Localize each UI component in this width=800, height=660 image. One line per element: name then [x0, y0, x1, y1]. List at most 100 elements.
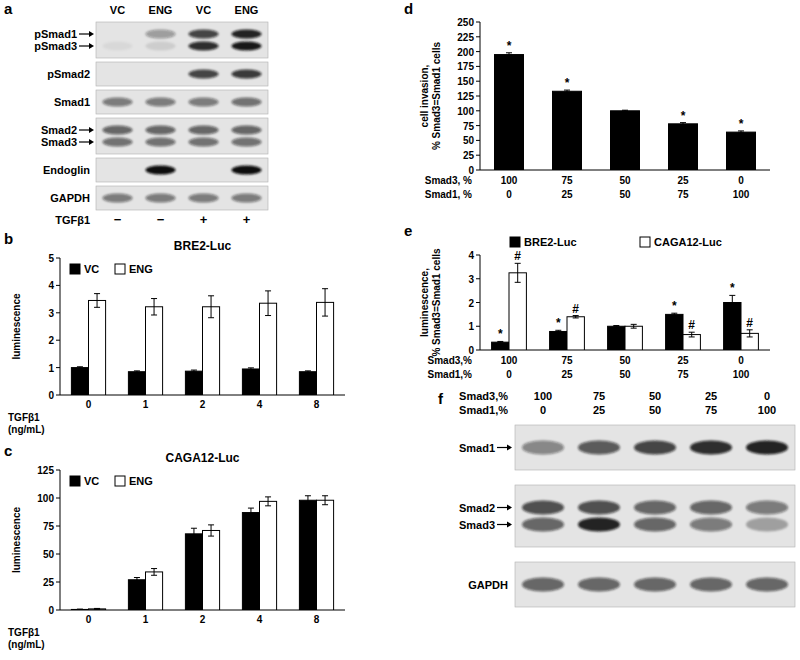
- band: [522, 578, 564, 592]
- x-tick-label: 100: [501, 355, 518, 366]
- band: [146, 42, 176, 51]
- y-tick-label: 50: [43, 549, 55, 560]
- blot-strip: [515, 425, 795, 470]
- error-cap: [497, 342, 503, 343]
- legend: VCENG: [70, 263, 153, 275]
- y-tick: [56, 582, 60, 583]
- y-tick: [476, 125, 480, 126]
- error-cap: [322, 316, 328, 317]
- bar: [128, 372, 145, 395]
- y-tick-label: 125: [37, 465, 54, 476]
- bar: [242, 369, 259, 395]
- y-axis: [480, 22, 481, 170]
- error-line: [211, 525, 212, 536]
- bar: [550, 331, 567, 350]
- legend-swatch: [640, 237, 650, 247]
- error-cap: [671, 315, 677, 316]
- band: [522, 441, 564, 455]
- y-tick: [476, 22, 480, 23]
- y-axis-label: cell invasion,: [419, 64, 430, 127]
- x-tick-label: 0: [506, 189, 512, 200]
- error-cap: [622, 111, 628, 112]
- y-tick-label: 2: [48, 335, 54, 346]
- bar: [89, 609, 106, 610]
- row-label: Smad1: [459, 442, 495, 454]
- band: [232, 194, 262, 203]
- error-cap: [322, 288, 328, 289]
- error-cap: [265, 505, 271, 506]
- error-line: [691, 332, 692, 337]
- y-axis: [60, 470, 61, 610]
- y-tick: [476, 255, 480, 256]
- bar: [299, 372, 316, 395]
- error-bar: [208, 525, 214, 536]
- bar: [683, 335, 700, 350]
- error-cap: [134, 372, 140, 373]
- chart: d0255075100125150175200225250cell invasi…: [404, 0, 770, 200]
- y-tick-label: 100: [457, 106, 474, 117]
- error-line: [633, 324, 634, 328]
- error-bar: [191, 528, 197, 539]
- band: [103, 126, 133, 135]
- band: [103, 70, 133, 79]
- error-cap: [305, 370, 311, 371]
- x-tick-label: 25: [677, 355, 689, 366]
- band: [146, 70, 176, 79]
- error-line: [97, 294, 98, 308]
- x-tick-label: 50: [619, 369, 631, 380]
- y-tick: [476, 51, 480, 52]
- error-cap: [151, 568, 157, 569]
- error-cap: [94, 608, 100, 609]
- bar: [260, 501, 277, 610]
- chart-title: BRE2-Luc: [174, 239, 232, 253]
- band: [146, 126, 176, 135]
- blot-strip: [96, 186, 268, 210]
- y-tick-label: 1: [468, 321, 474, 332]
- error-bar: [497, 341, 503, 342]
- y-tick-label: 250: [457, 17, 474, 28]
- band: [103, 194, 133, 203]
- error-cap: [265, 290, 271, 291]
- error-cap: [151, 575, 157, 576]
- x-tick-label: 2: [200, 399, 206, 410]
- error-cap: [208, 317, 214, 318]
- bar: [625, 326, 642, 350]
- error-line: [509, 53, 510, 57]
- y-tick: [56, 498, 60, 499]
- error-cap: [208, 536, 214, 537]
- bar: [509, 273, 526, 350]
- significance-mark: *: [565, 76, 570, 90]
- y-tick-label: 100: [37, 493, 54, 504]
- row-label: Smad3: [41, 136, 77, 148]
- error-bar: [208, 296, 214, 318]
- legend-label: VC: [84, 263, 99, 275]
- y-axis-label: % Smad3=Smad1 cells: [431, 42, 442, 151]
- band: [690, 578, 732, 592]
- x-tick-label: 1: [143, 614, 149, 625]
- y-tick: [56, 554, 60, 555]
- bar: [567, 317, 584, 350]
- x-tick-label: 75: [677, 189, 689, 200]
- band: [746, 441, 788, 455]
- arrow-head: [507, 522, 512, 528]
- band: [103, 98, 133, 107]
- y-tick-label: 0: [48, 605, 54, 616]
- y-tick-label: 1: [48, 363, 54, 374]
- error-cap: [134, 370, 140, 371]
- error-cap: [248, 370, 254, 371]
- header-value: 100: [758, 404, 776, 416]
- treatment-label: TGFβ1: [55, 214, 90, 226]
- error-bar: [191, 370, 197, 372]
- y-tick: [56, 367, 60, 368]
- legend: BRE2-LucCAGA12-Luc: [510, 236, 722, 248]
- error-cap: [265, 315, 271, 316]
- legend-label: ENG: [129, 475, 153, 487]
- error-cap: [248, 517, 254, 518]
- error-cap: [729, 309, 735, 310]
- band: [634, 501, 676, 515]
- error-cap: [322, 504, 328, 505]
- significance-mark: #: [688, 318, 695, 332]
- error-cap: [77, 368, 83, 369]
- error-bar: [94, 608, 100, 610]
- y-tick-label: 225: [457, 32, 474, 43]
